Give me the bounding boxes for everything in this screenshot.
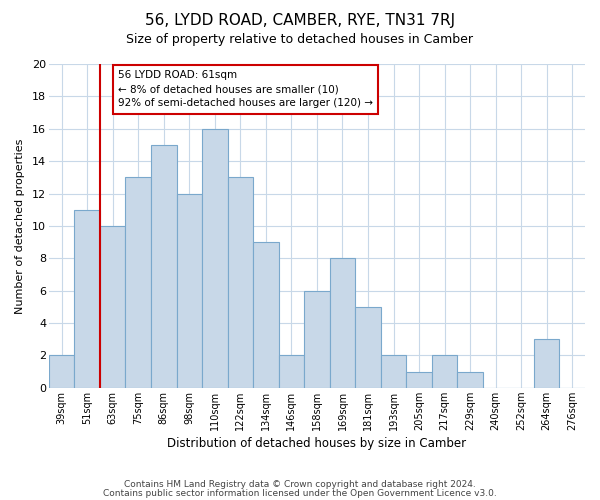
Bar <box>534 339 559 388</box>
Bar <box>227 178 253 388</box>
X-axis label: Distribution of detached houses by size in Camber: Distribution of detached houses by size … <box>167 437 466 450</box>
Bar <box>100 226 125 388</box>
Bar <box>125 178 151 388</box>
Bar <box>432 356 457 388</box>
Text: Contains public sector information licensed under the Open Government Licence v3: Contains public sector information licen… <box>103 490 497 498</box>
Bar <box>457 372 483 388</box>
Bar <box>176 194 202 388</box>
Bar <box>355 307 381 388</box>
Bar <box>74 210 100 388</box>
Bar <box>151 145 176 388</box>
Text: 56, LYDD ROAD, CAMBER, RYE, TN31 7RJ: 56, LYDD ROAD, CAMBER, RYE, TN31 7RJ <box>145 12 455 28</box>
Bar <box>278 356 304 388</box>
Y-axis label: Number of detached properties: Number of detached properties <box>15 138 25 314</box>
Bar <box>381 356 406 388</box>
Bar <box>329 258 355 388</box>
Bar <box>202 129 227 388</box>
Text: Size of property relative to detached houses in Camber: Size of property relative to detached ho… <box>127 32 473 46</box>
Text: Contains HM Land Registry data © Crown copyright and database right 2024.: Contains HM Land Registry data © Crown c… <box>124 480 476 489</box>
Bar <box>49 356 74 388</box>
Bar <box>304 290 329 388</box>
Bar <box>406 372 432 388</box>
Bar <box>253 242 278 388</box>
Text: 56 LYDD ROAD: 61sqm
← 8% of detached houses are smaller (10)
92% of semi-detache: 56 LYDD ROAD: 61sqm ← 8% of detached hou… <box>118 70 373 108</box>
